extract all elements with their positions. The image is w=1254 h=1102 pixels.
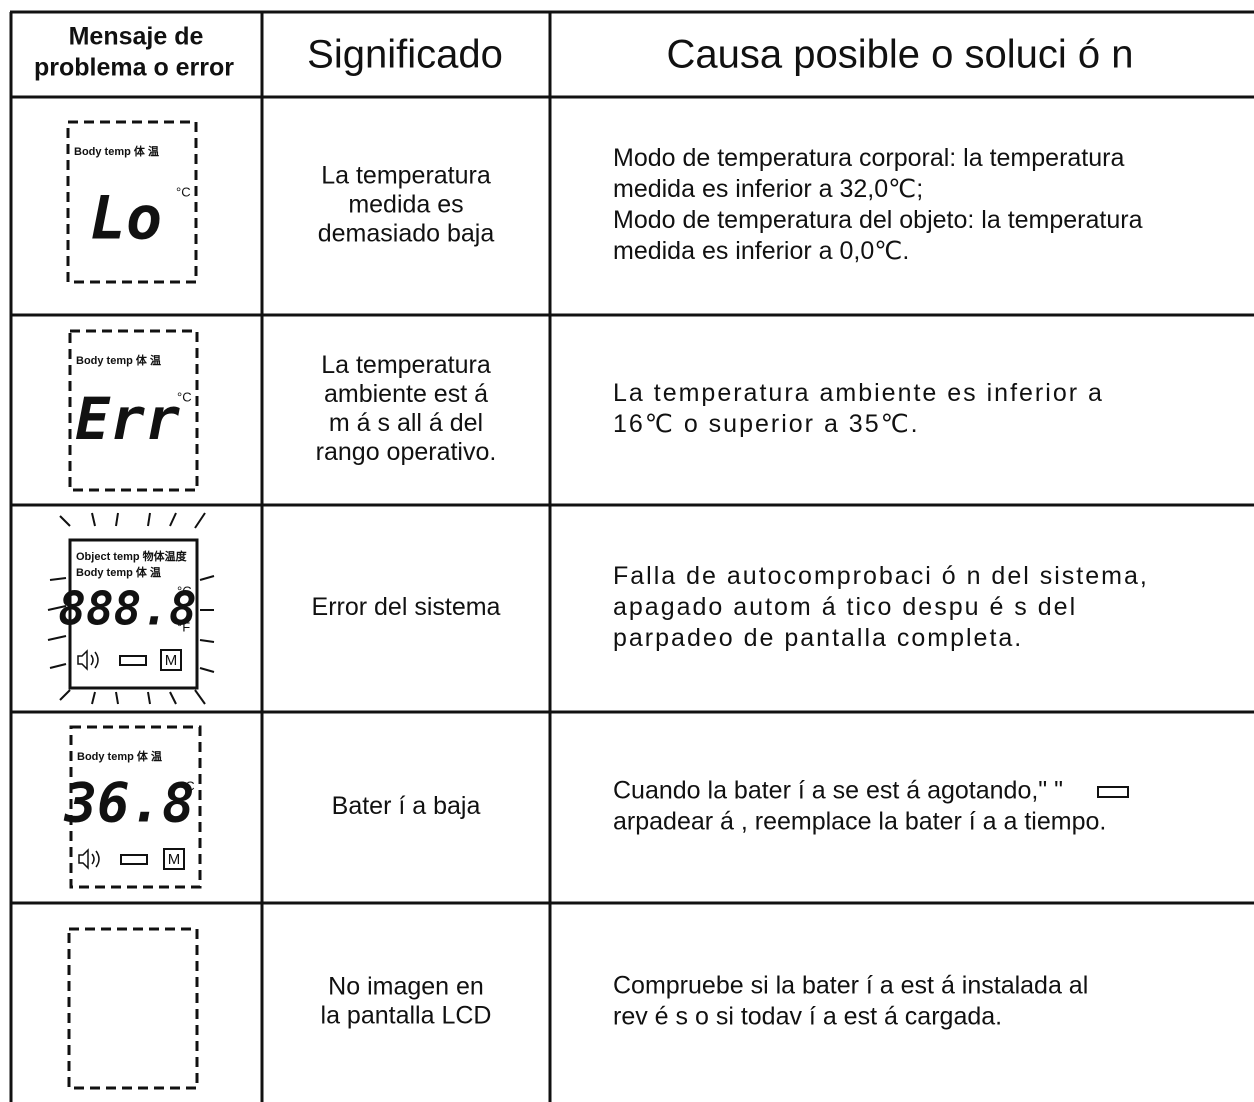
blink-ray bbox=[169, 512, 177, 527]
battery-icon bbox=[1097, 786, 1129, 798]
meaning-text: m á s all á del bbox=[329, 409, 483, 437]
cause-text: Modo de temperatura corporal: la tempera… bbox=[613, 144, 1124, 172]
cause-text: Cuando la bater í a se est á agotando," … bbox=[613, 777, 1063, 805]
lcd-label: Body temp 体 温 bbox=[76, 565, 161, 579]
header-text: Mensaje de bbox=[69, 23, 204, 51]
cause-text: Modo de temperatura del objeto: la tempe… bbox=[613, 206, 1143, 234]
lcd-unit: °C bbox=[176, 184, 191, 199]
meaning-text: Bater í a baja bbox=[332, 792, 481, 820]
cause-text: La temperatura ambiente es inferior a bbox=[613, 379, 1104, 407]
meaning-text: la pantalla LCD bbox=[321, 1002, 492, 1030]
lcd-unit: °C bbox=[180, 778, 195, 793]
meaning-text: No imagen en bbox=[328, 973, 484, 1001]
blink-ray bbox=[115, 512, 119, 527]
lcd-mode: M bbox=[168, 851, 181, 868]
mode-box bbox=[163, 848, 185, 870]
cause-text: medida es inferior a 32,0℃; bbox=[613, 175, 923, 203]
blink-ray bbox=[59, 515, 71, 527]
cause-text: Falla de autocomprobaci ó n del sistema, bbox=[613, 562, 1149, 590]
blink-ray bbox=[194, 512, 206, 529]
cause-text: rev é s o si todav í a est á cargada. bbox=[613, 1003, 1002, 1031]
cause-text: 16℃ o superior a 35℃. bbox=[613, 410, 920, 438]
lcd-unit: °C bbox=[177, 389, 192, 404]
blink-ray bbox=[194, 689, 206, 705]
lcd-frame bbox=[67, 927, 199, 1090]
blink-ray bbox=[169, 691, 177, 705]
lcd-label: Object temp 物体温度 bbox=[76, 549, 188, 563]
cause-text: apagado autom á tico despu é s del bbox=[613, 593, 1077, 621]
meaning-text: Error del sistema bbox=[312, 593, 501, 621]
meaning-text: La temperatura bbox=[321, 351, 491, 379]
blink-ray bbox=[91, 691, 96, 705]
battery-icon bbox=[119, 655, 147, 666]
blink-ray bbox=[59, 689, 71, 701]
blink-ray bbox=[47, 635, 67, 641]
lcd-label: Body temp 体 温 bbox=[76, 353, 161, 367]
cause-text: Compruebe si la bater í a est á instalad… bbox=[613, 972, 1088, 1000]
speaker-icon bbox=[78, 848, 100, 870]
header-text: Causa posible o soluci ó n bbox=[667, 33, 1134, 77]
lcd-frame bbox=[66, 120, 198, 284]
cause-text: arpadear á , reemplace la bater í a a ti… bbox=[613, 808, 1106, 836]
blink-ray bbox=[147, 691, 151, 705]
header-text: problema o error bbox=[34, 54, 234, 82]
blink-ray bbox=[199, 575, 215, 581]
lcd-reading: 888.8 bbox=[58, 582, 196, 636]
blink-ray bbox=[199, 667, 215, 673]
meaning-text: medida es bbox=[348, 191, 463, 219]
lcd-reading: 36.8 bbox=[63, 772, 194, 835]
blink-ray bbox=[47, 605, 67, 611]
speaker-icon bbox=[77, 649, 99, 671]
grid bbox=[9, 10, 1254, 1102]
blink-ray bbox=[115, 691, 119, 705]
blink-ray bbox=[147, 512, 151, 527]
lcd-label: Body temp 体 温 bbox=[74, 144, 159, 158]
meaning-text: rango operativo. bbox=[316, 438, 497, 466]
cause-text: parpadeo de pantalla completa. bbox=[613, 624, 1023, 652]
blink-ray bbox=[199, 639, 215, 643]
lcd-frame bbox=[69, 725, 202, 889]
blink-ray bbox=[91, 512, 96, 527]
mode-box bbox=[160, 649, 182, 671]
meaning-text: La temperatura bbox=[321, 162, 491, 190]
lcd-frame bbox=[68, 538, 199, 690]
header-text: Significado bbox=[307, 33, 503, 77]
lcd-reading: Err bbox=[75, 385, 180, 453]
meaning-text: demasiado baja bbox=[318, 220, 495, 248]
lcd-unit: °F bbox=[177, 619, 190, 634]
meaning-text: ambiente est á bbox=[324, 380, 488, 408]
lcd-unit: °C bbox=[177, 583, 192, 598]
lcd-label: Body temp 体 温 bbox=[77, 749, 162, 763]
blink-ray bbox=[49, 663, 67, 669]
blink-ray bbox=[49, 577, 67, 581]
lcd-mode: M bbox=[165, 652, 178, 669]
lcd-reading: Lo bbox=[90, 184, 162, 254]
battery-icon bbox=[120, 854, 148, 865]
cause-text: medida es inferior a 0,0℃. bbox=[613, 237, 909, 265]
